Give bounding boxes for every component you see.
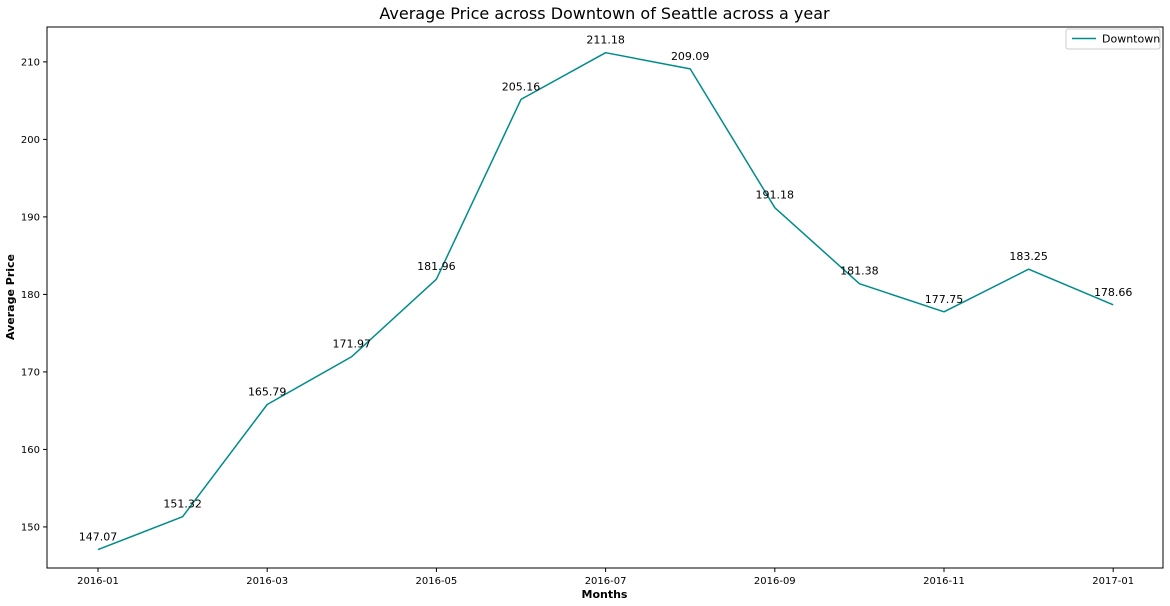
data-label: 209.09 <box>671 50 710 63</box>
y-tick-label: 180 <box>21 290 40 301</box>
series-layer <box>97 51 1114 551</box>
data-label: 183.25 <box>1009 250 1048 263</box>
x-tick-label: 2016-03 <box>246 576 288 587</box>
data-label: 191.18 <box>756 189 795 202</box>
y-tick-label: 200 <box>21 135 40 146</box>
y-tick-label: 190 <box>21 212 40 223</box>
x-tick-label: 2016-09 <box>754 576 796 587</box>
plot-area-frame <box>46 26 1164 569</box>
y-tick-label: 160 <box>21 445 40 456</box>
data-label: 181.96 <box>417 260 456 273</box>
data-label: 181.38 <box>840 265 879 278</box>
y-tick-label: 210 <box>21 57 40 68</box>
data-label: 178.66 <box>1094 286 1133 299</box>
y-axis-label: Average Price <box>4 254 17 340</box>
data-label: 147.07 <box>79 531 118 544</box>
x-tick-label: 2016-01 <box>77 576 119 587</box>
data-label: 211.18 <box>586 34 625 47</box>
series-line-downtown <box>97 51 1114 551</box>
x-axis-label: Months <box>582 588 628 601</box>
x-axis: 2016-01 2016-03 2016-05 2016-07 2016-09 2016-… <box>77 568 1134 587</box>
data-label: 177.75 <box>925 293 964 306</box>
legend: Downtown <box>1065 28 1161 50</box>
data-labels: 147.07 151.32 165.79 171.97 181.96 205.16 211.… <box>79 34 1133 544</box>
legend-box <box>1065 28 1161 50</box>
legend-label-downtown: Downtown <box>1102 33 1160 46</box>
x-tick-label: 2016-05 <box>416 576 458 587</box>
x-tick-label: 2016-11 <box>923 576 965 587</box>
data-label: 205.16 <box>502 80 541 93</box>
data-label: 151.32 <box>163 498 202 511</box>
y-tick-label: 150 <box>21 522 40 533</box>
x-tick-label: 2016-07 <box>585 576 627 587</box>
y-axis: 150 160 170 180 190 200 210 <box>21 57 47 533</box>
y-tick-label: 170 <box>21 367 40 378</box>
chart-title: Average Price across Downtown of Seattle… <box>379 4 830 23</box>
x-tick-label: 2017-01 <box>1092 576 1134 587</box>
data-label: 171.97 <box>333 338 372 351</box>
data-label: 165.79 <box>248 386 287 399</box>
